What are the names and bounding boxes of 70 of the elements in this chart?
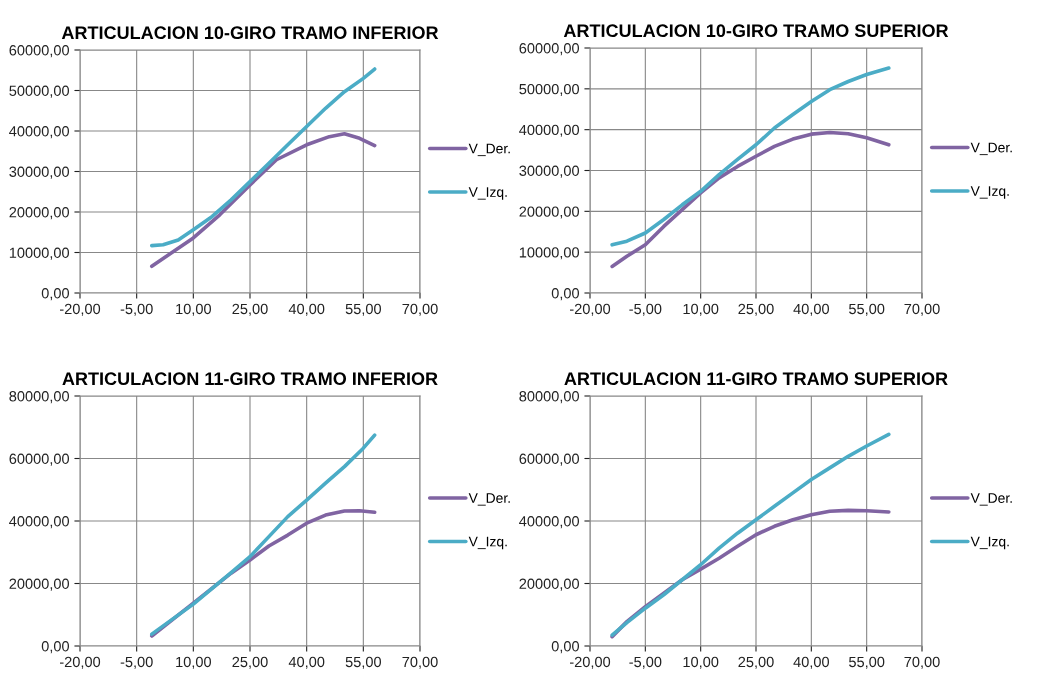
y-tick-label: 40000,00: [9, 126, 70, 139]
legend-label: V_Izq.: [468, 536, 507, 550]
x-tick-label: -20,00: [569, 303, 611, 316]
x-tick-label: 55,00: [345, 303, 382, 316]
x-tick-label: 40,00: [288, 303, 325, 316]
line-series: [610, 432, 891, 637]
line-series: [610, 66, 891, 247]
y-tick-label: 50000,00: [519, 83, 580, 96]
y-tick-label: 20000,00: [519, 206, 580, 219]
y-tick-label: 60000,00: [9, 453, 70, 466]
x-tick-label: 10,00: [683, 303, 719, 316]
y-tick-label: 20000,00: [519, 578, 580, 591]
y-tick-label: 40000,00: [519, 516, 580, 529]
y-tick-label: 10000,00: [519, 247, 580, 260]
x-tick-label: 10,00: [683, 656, 719, 669]
y-tick-label: 20000,00: [9, 207, 70, 220]
legend-label: V_Izq.: [468, 187, 507, 200]
legend-label: V_Izq.: [970, 186, 1009, 199]
y-tick-label: 60000,00: [519, 43, 580, 56]
x-tick-label: 70,00: [402, 303, 438, 316]
y-tick-label: 30000,00: [9, 166, 70, 179]
y-tick-label: 60000,00: [9, 45, 70, 58]
x-tick-label: 25,00: [738, 656, 774, 669]
legend-label: V_Der.: [468, 493, 510, 506]
line-series: [149, 132, 377, 269]
legend-label: V_Der.: [970, 493, 1012, 506]
y-tick-label: 80000,00: [519, 391, 580, 404]
x-tick-label: 40,00: [288, 656, 325, 669]
y-tick-label: 40000,00: [519, 124, 580, 137]
line-series: [149, 433, 377, 636]
y-tick-label: 0,00: [41, 641, 70, 654]
x-tick-label: 55,00: [849, 656, 885, 669]
chart-title: ARTICULACION 10-GIRO TRAMO INFERIOR: [61, 26, 439, 40]
x-tick-label: -5,00: [629, 303, 662, 316]
x-tick-label: -5,00: [629, 656, 662, 669]
x-tick-label: 70,00: [904, 303, 940, 316]
line-series: [610, 130, 891, 269]
x-tick-label: 25,00: [232, 303, 268, 316]
line-series: [149, 67, 377, 248]
x-tick-label: -20,00: [59, 303, 101, 316]
y-tick-label: 10000,00: [9, 247, 70, 260]
x-tick-label: 55,00: [345, 656, 382, 669]
x-tick-label: 40,00: [793, 656, 830, 669]
y-tick-label: 60000,00: [519, 453, 580, 466]
x-tick-label: 25,00: [232, 656, 268, 669]
chart-title: ARTICULACION 11-GIRO TRAMO SUPERIOR: [564, 372, 948, 386]
x-tick-label: -20,00: [569, 656, 611, 669]
y-tick-label: 0,00: [551, 641, 580, 654]
x-tick-label: 70,00: [904, 656, 940, 669]
y-tick-label: 0,00: [41, 288, 70, 301]
x-tick-label: 40,00: [793, 303, 830, 316]
legend-label: V_Der.: [468, 143, 510, 157]
y-tick-label: 50000,00: [9, 85, 70, 98]
y-tick-label: 20000,00: [9, 578, 70, 591]
x-tick-label: -20,00: [59, 656, 101, 669]
x-tick-label: 10,00: [176, 303, 212, 316]
chart-title: ARTICULACION 10-GIRO TRAMO SUPERIOR: [563, 24, 949, 38]
y-tick-label: 40000,00: [9, 516, 70, 529]
legend-label: V_Izq.: [970, 536, 1009, 550]
chart-title: ARTICULACION 11-GIRO TRAMO INFERIOR: [62, 372, 438, 386]
legend-label: V_Der.: [970, 142, 1012, 156]
y-tick-label: 30000,00: [519, 165, 580, 178]
y-tick-label: 0,00: [551, 288, 580, 301]
x-tick-label: -5,00: [120, 303, 153, 316]
y-tick-label: 80000,00: [9, 391, 70, 404]
x-tick-label: 55,00: [849, 303, 885, 316]
x-tick-label: 10,00: [176, 656, 212, 669]
x-tick-label: 70,00: [402, 656, 438, 669]
x-tick-label: 25,00: [738, 303, 774, 316]
x-tick-label: -5,00: [120, 656, 153, 669]
